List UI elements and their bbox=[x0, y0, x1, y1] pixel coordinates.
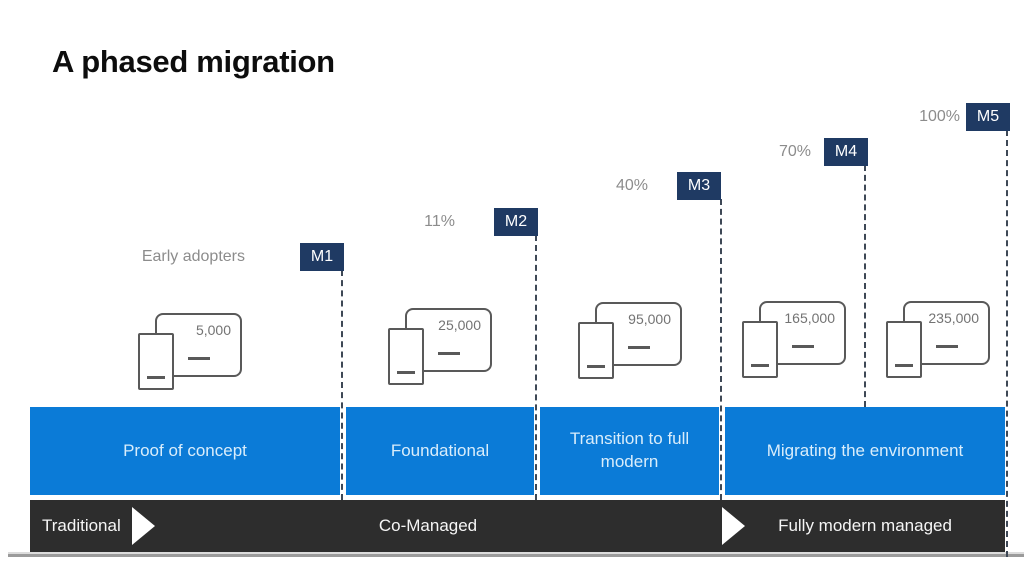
phase-label: Transition to full modern bbox=[569, 429, 690, 471]
stage-transition-arrow-icon bbox=[132, 507, 155, 545]
milestone-m1-dashed-line bbox=[341, 270, 343, 500]
milestone-m5-dashed-line bbox=[1006, 130, 1008, 557]
milestone-m4-badge: M4 bbox=[824, 138, 868, 166]
phase-foundational: Foundational bbox=[346, 407, 534, 495]
tablet-home-dash-icon bbox=[791, 345, 814, 348]
phone-icon bbox=[138, 333, 174, 390]
milestone-m2-dashed-line bbox=[535, 235, 537, 500]
phone-home-dash-icon bbox=[397, 371, 415, 374]
tablet-home-dash-icon bbox=[935, 345, 958, 348]
milestone-m5-label: 100% bbox=[919, 108, 960, 125]
management-stage-bar: Traditional Co-Managed Fully modern mana… bbox=[30, 500, 1005, 552]
slide-bottom-edge-dark bbox=[8, 554, 1024, 557]
milestone-m2-label: 11% bbox=[424, 213, 455, 230]
phone-home-dash-icon bbox=[895, 364, 913, 367]
tablet-icon: 25,000 bbox=[405, 308, 492, 372]
milestone-m5-badge: M5 bbox=[966, 103, 1010, 131]
phase-migrating-the-environment: Migrating the environment bbox=[725, 407, 1005, 495]
phone-icon bbox=[388, 328, 424, 385]
phone-home-dash-icon bbox=[147, 376, 165, 379]
milestone-m1-badge: M1 bbox=[300, 243, 344, 271]
slide-title: A phased migration bbox=[52, 44, 335, 79]
milestone-m4-label: 70% bbox=[778, 143, 811, 160]
device-count-group-5: 235,000 bbox=[886, 288, 996, 383]
phone-icon bbox=[742, 321, 778, 378]
stage-co-managed-label: Co-Managed bbox=[378, 516, 478, 535]
stage-transition-arrow-icon bbox=[722, 507, 745, 545]
device-count-group-3: 95,000 bbox=[578, 289, 688, 384]
device-count-group-4: 165,000 bbox=[742, 288, 852, 383]
milestone-m1-label: Early adopters bbox=[141, 248, 245, 265]
stage-fully-modern-managed-label: Fully modern managed bbox=[778, 516, 952, 535]
milestone-m3-badge: M3 bbox=[677, 172, 721, 200]
milestone-m4-dashed-line bbox=[864, 165, 866, 407]
phone-icon bbox=[886, 321, 922, 378]
phase-label: Foundational bbox=[390, 440, 490, 460]
phase-proof-of-concept: Proof of concept bbox=[30, 407, 340, 495]
device-count: 25,000 bbox=[438, 317, 481, 333]
phase-label: Proof of concept bbox=[123, 440, 247, 460]
stage-traditional-label: Traditional bbox=[42, 516, 121, 535]
tablet-home-dash-icon bbox=[437, 352, 460, 355]
tablet-home-dash-icon bbox=[187, 357, 210, 360]
phase-transition-to-full-modern: Transition to full modern bbox=[540, 407, 719, 495]
device-count-group-1: 5,000 bbox=[138, 300, 248, 395]
tablet-home-dash-icon bbox=[627, 346, 650, 349]
phone-home-dash-icon bbox=[751, 364, 769, 367]
device-count: 165,000 bbox=[784, 310, 835, 326]
device-count: 95,000 bbox=[628, 311, 671, 327]
milestone-m2-badge: M2 bbox=[494, 208, 538, 236]
phone-icon bbox=[578, 322, 614, 379]
phase-label: Migrating the environment bbox=[766, 440, 964, 460]
device-count-group-2: 25,000 bbox=[388, 295, 498, 390]
phone-home-dash-icon bbox=[587, 365, 605, 368]
slide-bottom-edge-light bbox=[8, 552, 1024, 554]
milestone-m3-dashed-line bbox=[720, 199, 722, 500]
device-count: 5,000 bbox=[195, 322, 231, 338]
milestone-m3-label: 40% bbox=[615, 177, 648, 194]
device-count: 235,000 bbox=[928, 310, 979, 326]
